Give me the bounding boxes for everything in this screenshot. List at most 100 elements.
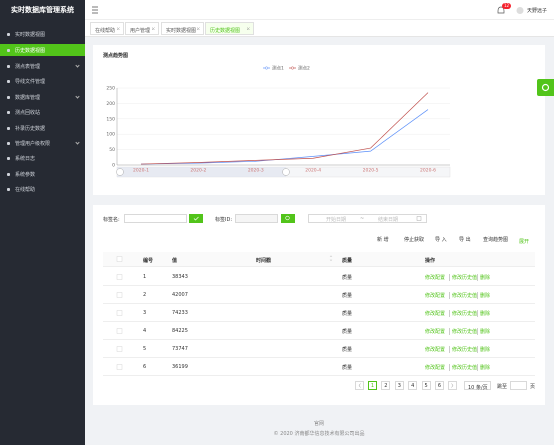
menu-item[interactable]: 在线帮助	[15, 187, 36, 193]
card-title: 测点趋势图	[103, 53, 129, 59]
row-action[interactable]: 删除	[477, 274, 490, 281]
cell: 84225	[172, 328, 188, 334]
menu-icon	[7, 172, 10, 176]
menu-item[interactable]: 系统参数	[15, 172, 36, 178]
menu-item[interactable]: 数据库管理	[15, 95, 41, 101]
page-number[interactable]: 3	[394, 381, 404, 390]
copyright: © 2020 济南都华信息技术有限公司出品	[273, 431, 365, 437]
table-row	[103, 286, 535, 304]
menu-toggle[interactable]	[85, 0, 105, 20]
menu-icon	[7, 64, 10, 68]
row-action[interactable]: 删除	[477, 310, 490, 317]
page-prev[interactable]	[355, 381, 364, 390]
row-action[interactable]: 删除	[477, 364, 490, 371]
menu-item[interactable]: 导线文件管理	[15, 79, 46, 85]
page-number[interactable]: 4	[408, 381, 418, 390]
row-action[interactable]: 删除	[477, 346, 490, 353]
cell: 1	[143, 274, 147, 280]
page-size[interactable]: 10 条/页	[464, 381, 491, 391]
filter-label: 标签名:	[103, 217, 120, 223]
badge: 12	[502, 3, 511, 9]
menu-icon	[7, 32, 10, 36]
page-number[interactable]: 1	[368, 381, 377, 390]
input[interactable]	[124, 214, 187, 223]
date-placeholder: 开始日期	[326, 217, 347, 223]
input[interactable]	[235, 214, 278, 223]
tab-label: 用户管理	[130, 28, 151, 34]
row-action[interactable]: 修改历史值	[449, 364, 477, 371]
tab[interactable]: 实时数据视图	[161, 22, 204, 35]
jump-input[interactable]	[510, 381, 527, 390]
menu-icon	[7, 48, 10, 52]
column-header: 值	[172, 258, 178, 264]
menu-icon	[7, 126, 10, 130]
row-action[interactable]: 删除	[477, 292, 490, 299]
search-button[interactable]	[281, 214, 295, 223]
toolbar-button btn[interactable]: 导 出	[459, 237, 471, 243]
confirm-button[interactable]	[189, 214, 203, 223]
topbar	[85, 0, 554, 20]
cell: 6	[143, 364, 147, 370]
column-header: 编号	[143, 258, 154, 264]
page-number[interactable]: 2	[381, 381, 391, 390]
cell: 质量	[342, 275, 353, 281]
page-number[interactable]: 5	[421, 381, 431, 390]
toolbar-button btn[interactable]: 导 入	[435, 237, 447, 243]
date-separator: ~	[360, 216, 365, 222]
footer-link[interactable]: 官网	[313, 421, 324, 427]
toolbar-button btn[interactable]: 停止获取	[404, 237, 425, 243]
column-header: 质量	[342, 258, 353, 264]
toolbar-button btn[interactable]: 新 增	[377, 237, 389, 243]
tab[interactable]: 在线帮助	[90, 22, 124, 35]
expand-link[interactable]: 展开	[519, 239, 530, 245]
cell: 73747	[172, 346, 188, 352]
tab[interactable]: 用户管理	[125, 22, 159, 35]
table-row	[103, 322, 535, 340]
menu-icon	[7, 187, 10, 191]
row-action[interactable]: 修改配置	[425, 293, 446, 299]
row-action[interactable]: 修改配置	[425, 347, 446, 353]
row-action[interactable]: 修改配置	[425, 329, 446, 335]
menu-item[interactable]: 历史数据视图	[15, 48, 46, 54]
table-row	[103, 358, 535, 376]
menu-icon	[7, 156, 10, 160]
row-action[interactable]: 修改历史值	[449, 346, 477, 353]
menu-item[interactable]: 管理用户级权限	[15, 141, 51, 147]
tab-label: 实时数据视图	[166, 28, 197, 34]
row-action[interactable]: 修改配置	[425, 365, 446, 371]
menu-icon	[7, 79, 10, 83]
row-action[interactable]: 修改历史值	[449, 292, 477, 299]
cell: 42007	[172, 292, 188, 298]
row-action[interactable]: 修改历史值	[449, 310, 477, 317]
cell: 74233	[172, 310, 188, 316]
cell: 质量	[342, 365, 353, 371]
user-name[interactable]: 天野远子	[527, 8, 548, 14]
date-range[interactable]	[308, 214, 427, 223]
date-placeholder: 结束日期	[378, 217, 399, 223]
cell: 质量	[342, 293, 353, 299]
menu-item[interactable]: 系统日志	[15, 156, 36, 162]
column-header: 操作	[425, 258, 436, 264]
toolbar-button btn[interactable]: 查询趋势图	[483, 237, 509, 243]
row-action[interactable]: 修改历史值	[449, 274, 477, 281]
menu-item[interactable]: 测点回收站	[15, 110, 41, 116]
settings-button[interactable]	[537, 79, 554, 96]
page-number[interactable]: 6	[435, 381, 444, 390]
page-next[interactable]	[448, 381, 457, 390]
row-action[interactable]: 修改配置	[425, 275, 446, 281]
cell: 质量	[342, 311, 353, 317]
tab-label: 在线帮助	[95, 28, 116, 34]
table-card	[93, 205, 545, 405]
cell: 质量	[342, 329, 353, 335]
menu-item[interactable]: 测点表管理	[15, 64, 41, 70]
row-action[interactable]: 删除	[477, 328, 490, 335]
menu-item[interactable]: 实时数据视图	[15, 32, 46, 38]
menu-item[interactable]: 补录历史数据	[15, 126, 46, 132]
menu-icon	[7, 95, 10, 99]
cell: 3	[143, 310, 147, 316]
row-action[interactable]: 修改配置	[425, 311, 446, 317]
app-title: 实时数据库管理系统	[11, 6, 74, 14]
row-action[interactable]: 修改历史值	[449, 328, 477, 335]
tab[interactable]: 历史数据视图	[205, 22, 254, 35]
